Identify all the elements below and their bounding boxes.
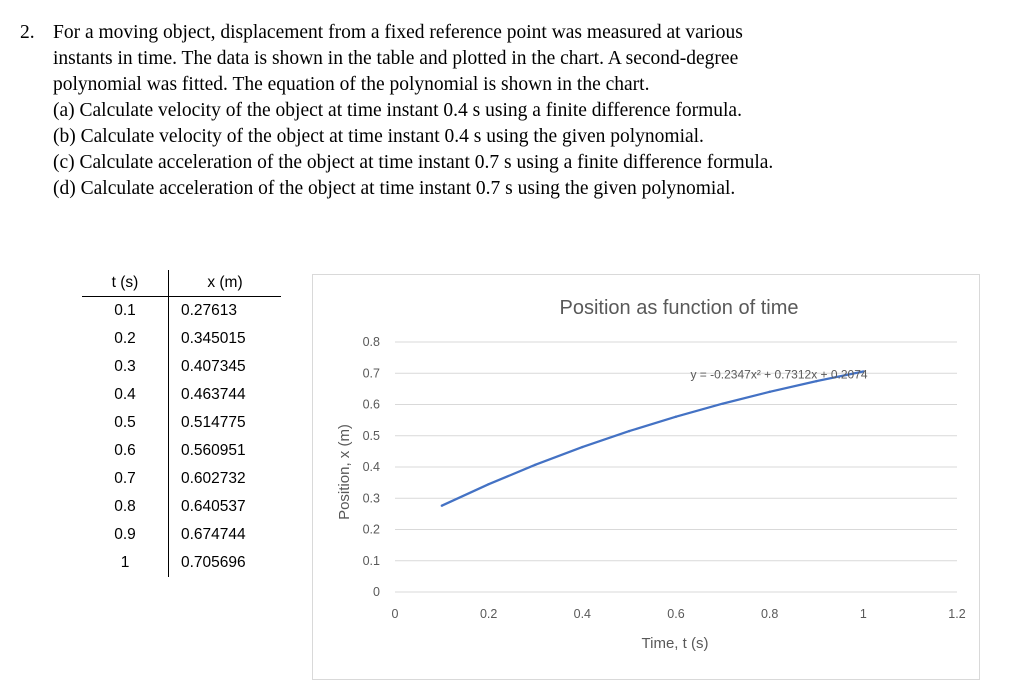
table-cell-x: 0.514775 [181,414,246,431]
y-tick-label: 0.7 [363,366,380,380]
table-header-t: t (s) [82,270,169,297]
chart-border [312,274,980,680]
table-row: 0.5 0.514775 [82,409,281,437]
x-tick-label: 0.6 [667,607,684,621]
x-tick-label: 0.2 [480,607,497,621]
part-c: (c) Calculate acceleration of the object… [53,152,774,173]
data-point [721,402,725,405]
table-body: 0.1 0.27613 0.2 0.345015 0.3 0.407345 0.4 0.463… [82,296,281,577]
table-cell-t: 0.6 [82,437,169,465]
x-tick-label: 0.4 [574,607,591,621]
series-line [441,370,864,507]
trendline-equation: y = -0.2347x² + 0.7312x + 0.2074 [690,367,867,381]
table-row: 0.2 0.345015 [82,325,281,353]
data-point [768,390,771,394]
chart-title: Position as function of time [559,297,798,319]
part-d: (d) Calculate acceleration of the object… [53,178,736,199]
data-point [440,504,444,507]
data-point [674,415,678,418]
y-tick-label: 0.1 [363,554,380,568]
table-cell-x: 0.463744 [181,386,246,403]
table-row: 0.6 0.560951 [82,437,281,465]
table-cell-x: 0.674744 [181,526,246,543]
data-point [627,429,631,433]
table-cell-t: 0.2 [82,325,169,353]
data-point [487,482,490,486]
table-cell-t: 1 [82,549,169,577]
table-cell-x: 0.705696 [181,554,246,571]
y-tick-label: 0.2 [363,523,380,537]
table-cell-x: 0.560951 [181,442,246,459]
data-point [581,445,584,449]
y-tick-label: 0.4 [363,460,380,474]
table-cell-x: 0.640537 [181,498,246,515]
x-tick-label: 0.8 [761,607,778,621]
table-row: 0.8 0.640537 [82,493,281,521]
y-tick-label: 0 [373,585,380,599]
table-row: 0.4 0.463744 [82,381,281,409]
table-row: 0.9 0.674744 [82,521,281,549]
y-tick-label: 0.8 [363,335,380,349]
part-b: (b) Calculate velocity of the object at … [53,126,704,147]
table-cell-t: 0.1 [82,296,169,325]
part-a: (a) Calculate velocity of the object at … [53,100,742,121]
y-tick-label: 0.6 [363,398,380,412]
y-axis-title: Position, x (m) [336,424,353,520]
question-number: 2. [20,22,35,43]
table-cell-t: 0.3 [82,353,169,381]
table-cell-t: 0.4 [82,381,169,409]
table-cell-t: 0.8 [82,493,169,521]
intro-line: instants in time. The data is shown in t… [53,48,739,69]
table-cell-x: 0.407345 [181,358,246,375]
table-header-row: t (s) x (m) [82,270,281,297]
y-tick-label: 0.3 [363,491,380,505]
table-row: 0.3 0.407345 [82,353,281,381]
question-text: 2. For a moving object, displacement fro… [20,20,1010,202]
data-table: t (s) x (m) 0.1 0.27613 0.2 0.345015 0.3 0.40… [82,270,281,577]
table-row: 1 0.705696 [82,549,281,577]
intro-line: polynomial was fitted. The equation of t… [53,74,650,95]
x-tick-label: 1.2 [948,607,965,621]
table-cell-t: 0.5 [82,409,169,437]
intro-line: For a moving object, displacement from a… [53,22,743,43]
table-row: 0.1 0.27613 [82,296,281,325]
table-cell-t: 0.7 [82,465,169,493]
table-cell-x: 0.602732 [181,470,246,487]
data-point [534,463,537,466]
x-axis-title: Time, t (s) [642,635,709,652]
table-cell-t: 0.9 [82,521,169,549]
x-tick-label: 0 [392,607,399,621]
question-intro: For a moving object, displacement from a… [53,20,1010,202]
table-cell-x: 0.345015 [181,330,246,347]
y-tick-label: 0.5 [363,429,380,443]
x-tick-label: 1 [860,607,867,621]
data-point [815,379,818,383]
data-point [862,370,865,373]
table-cell-x: 0.27613 [181,302,238,319]
position-chart: 0 0.1 0.2 0.3 0.4 0.5 0.6 0.7 0.8 0 0.2 0.4 0.6 0.8 1 1… [312,274,980,680]
table-row: 0.7 0.602732 [82,465,281,493]
table-header-x: x (m) [168,270,281,297]
